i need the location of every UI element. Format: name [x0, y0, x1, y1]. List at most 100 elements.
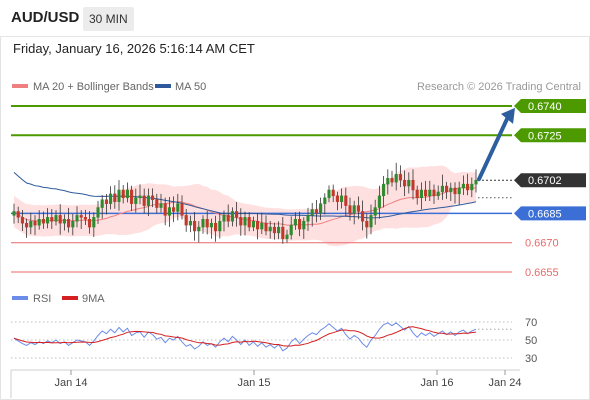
candle-body — [424, 189, 428, 197]
candle — [449, 182, 453, 201]
candle-body — [352, 205, 356, 214]
candle — [394, 162, 398, 191]
candle — [268, 220, 272, 239]
candle-body — [167, 207, 171, 216]
ma20-legend-swatch — [12, 84, 28, 88]
candle — [289, 216, 293, 240]
candle-body — [121, 189, 125, 199]
candle-body — [180, 203, 184, 216]
candle-body — [365, 220, 369, 228]
candle — [323, 193, 327, 215]
candle — [369, 204, 373, 235]
candle-body — [184, 215, 188, 226]
timeframe-badge[interactable]: 30 MIN — [83, 7, 134, 31]
candle-body — [46, 217, 50, 224]
candle — [344, 187, 348, 217]
candle-body — [445, 185, 449, 193]
main-legend: MA 20 + Bollinger Bands MA 50 Research ©… — [12, 81, 581, 93]
candle-body — [382, 183, 386, 197]
rsi-level-label-30: 30 — [525, 353, 537, 365]
candle — [453, 182, 457, 204]
candle-body — [16, 211, 20, 218]
candle — [243, 211, 247, 236]
candle — [146, 188, 150, 217]
candle-body — [466, 183, 470, 191]
candle — [184, 208, 188, 232]
candle-body — [285, 234, 289, 240]
candle — [445, 181, 449, 199]
candle-body — [344, 195, 348, 206]
candle — [37, 210, 41, 230]
candle — [155, 193, 159, 214]
candle-body — [449, 187, 453, 193]
level-labels: 0.6740 0.6725 0.6702 0.6685 0.6670 0.6655 — [514, 99, 586, 279]
candle — [386, 169, 390, 195]
candle — [457, 181, 461, 205]
candle-body — [83, 217, 87, 220]
candle — [419, 182, 423, 210]
candle-body — [188, 220, 192, 226]
candle-body — [298, 219, 302, 230]
candle — [272, 222, 276, 240]
candle — [71, 214, 75, 236]
candle — [83, 209, 87, 225]
candle-body — [403, 179, 407, 187]
x-tick-label: Jan 15 — [237, 377, 270, 389]
candle-body — [293, 219, 297, 226]
candle — [365, 213, 369, 239]
candle — [348, 197, 352, 221]
candle-body — [222, 215, 226, 222]
candle-body — [335, 195, 339, 202]
candle — [58, 204, 62, 235]
candle — [193, 211, 197, 241]
candle — [428, 180, 432, 202]
candle-body — [155, 199, 159, 208]
candle-body — [277, 226, 281, 234]
candle-body — [71, 220, 75, 228]
candle — [306, 207, 310, 231]
candle — [415, 185, 419, 205]
candle — [356, 196, 360, 220]
candle-body — [193, 220, 197, 232]
ma50-legend-swatch — [155, 84, 171, 88]
candle — [403, 170, 407, 197]
candle-body — [361, 211, 365, 222]
candle-body — [113, 193, 117, 202]
candle-body — [386, 178, 390, 185]
rsi-ma-legend-swatch — [62, 296, 78, 300]
candle-body — [407, 179, 411, 187]
candle-body — [79, 215, 83, 218]
candle-body — [256, 220, 260, 230]
candle — [382, 175, 386, 208]
candle — [461, 175, 465, 196]
candle — [16, 206, 20, 224]
candle-body — [197, 226, 201, 232]
candle — [293, 212, 297, 230]
candle — [226, 204, 230, 228]
candle-body — [428, 189, 432, 197]
candle — [398, 165, 402, 188]
candle — [121, 185, 125, 204]
candle — [281, 217, 285, 244]
candle — [470, 177, 474, 198]
candle-body — [205, 219, 209, 228]
level-tag-0-6740: 0.6740 — [514, 99, 586, 113]
candle-body — [331, 189, 335, 197]
candle — [314, 199, 318, 223]
candle-body — [453, 187, 457, 195]
x-tick-label: Jan 14 — [54, 377, 87, 389]
candle-body — [218, 220, 222, 232]
candle — [235, 202, 239, 227]
candle — [373, 199, 377, 225]
candle-body — [176, 203, 180, 212]
candle-body — [264, 222, 268, 232]
candle-body — [172, 207, 176, 212]
rsi-ma-line — [13, 326, 477, 347]
candle-body — [356, 205, 360, 212]
candle — [134, 188, 138, 213]
candle — [352, 200, 356, 225]
rsi-legend: RSI 9MA — [12, 293, 105, 305]
level-tag-text: 0.6685 — [528, 208, 562, 220]
candle — [222, 210, 226, 232]
